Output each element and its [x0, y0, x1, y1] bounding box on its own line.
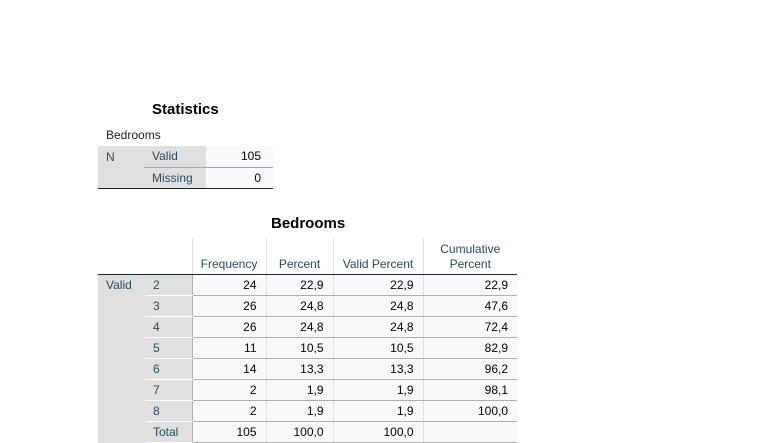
statistics-row-missing: Missing 0	[98, 167, 273, 189]
header-frequency: Frequency	[191, 238, 266, 275]
category-cell: 2	[145, 274, 192, 296]
category-cell-total: Total	[145, 421, 192, 443]
table-row: 8 2 1,9 1,9 100,0	[98, 400, 517, 422]
frequency-cell: 26	[191, 316, 266, 338]
category-cell: 8	[145, 400, 192, 422]
valid-percent-cell: 22,9	[332, 274, 423, 296]
valid-percent-cell: 24,8	[332, 316, 423, 338]
cumulative-percent-cell: 98,1	[422, 379, 517, 401]
frequency-cell: 26	[191, 295, 266, 317]
header-blank-category	[145, 238, 192, 275]
frequency-table-title: Bedrooms	[271, 215, 346, 232]
frequency-cell: 2	[191, 400, 266, 422]
group-label-spacer	[98, 337, 145, 359]
header-valid-percent: Valid Percent	[332, 238, 423, 275]
frequency-cell: 105	[191, 421, 266, 443]
frequency-table: Frequency Percent Valid Percent Cumulati…	[98, 238, 517, 443]
valid-percent-cell: 1,9	[332, 379, 423, 401]
valid-percent-cell: 24,8	[332, 295, 423, 317]
category-cell: 3	[145, 295, 192, 317]
header-cumulative-line1: Cumulative	[440, 242, 501, 256]
statistics-table: N Valid 105 Missing 0	[98, 146, 273, 189]
frequency-cell: 11	[191, 337, 266, 359]
cumulative-percent-cell: 82,9	[422, 337, 517, 359]
valid-percent-cell: 100,0	[332, 421, 423, 443]
cumulative-percent-cell: 22,9	[422, 274, 517, 296]
percent-cell: 1,9	[265, 379, 333, 401]
group-label-spacer	[98, 316, 145, 338]
cumulative-percent-cell: 100,0	[422, 400, 517, 422]
header-percent: Percent	[265, 238, 333, 275]
frequency-cell: 2	[191, 379, 266, 401]
category-cell: 5	[145, 337, 192, 359]
group-label-spacer	[98, 421, 145, 443]
cumulative-percent-cell: 47,6	[422, 295, 517, 317]
statistics-variable-label: Bedrooms	[106, 128, 161, 142]
frequency-cell: 14	[191, 358, 266, 380]
cumulative-percent-cell	[422, 421, 517, 443]
header-cumulative-percent: Cumulative Percent	[422, 238, 517, 275]
statistics-row-valid: N Valid 105	[98, 146, 273, 168]
missing-value: 0	[206, 167, 273, 189]
frequency-header-row: Frequency Percent Valid Percent Cumulati…	[98, 238, 517, 275]
percent-cell: 13,3	[265, 358, 333, 380]
table-row-total: Total 105 100,0 100,0	[98, 421, 517, 443]
table-row: 4 26 24,8 24,8 72,4	[98, 316, 517, 338]
cumulative-percent-cell: 96,2	[422, 358, 517, 380]
cumulative-percent-cell: 72,4	[422, 316, 517, 338]
n-label-spacer	[98, 167, 144, 189]
category-cell: 6	[145, 358, 192, 380]
missing-label: Missing	[144, 167, 206, 189]
percent-cell: 100,0	[265, 421, 333, 443]
group-label-valid: Valid	[98, 274, 145, 296]
percent-cell: 1,9	[265, 400, 333, 422]
table-row: 3 26 24,8 24,8 47,6	[98, 295, 517, 317]
table-row: 7 2 1,9 1,9 98,1	[98, 379, 517, 401]
header-blank-group	[98, 238, 145, 275]
table-row: 6 14 13,3 13,3 96,2	[98, 358, 517, 380]
table-row: Valid 2 24 22,9 22,9 22,9	[98, 274, 517, 296]
group-label-spacer	[98, 295, 145, 317]
group-label-spacer	[98, 379, 145, 401]
percent-cell: 22,9	[265, 274, 333, 296]
header-cumulative-line2: Percent	[449, 257, 491, 271]
valid-value: 105	[206, 146, 273, 168]
frequency-cell: 24	[191, 274, 266, 296]
group-label-spacer	[98, 400, 145, 422]
table-row: 5 11 10,5 10,5 82,9	[98, 337, 517, 359]
category-cell: 7	[145, 379, 192, 401]
category-cell: 4	[145, 316, 192, 338]
valid-percent-cell: 1,9	[332, 400, 423, 422]
valid-percent-cell: 10,5	[332, 337, 423, 359]
valid-label: Valid	[144, 146, 206, 168]
statistics-title: Statistics	[152, 101, 219, 118]
n-label: N	[98, 146, 144, 167]
group-label-spacer	[98, 358, 145, 380]
valid-percent-cell: 13,3	[332, 358, 423, 380]
percent-cell: 10,5	[265, 337, 333, 359]
percent-cell: 24,8	[265, 316, 333, 338]
percent-cell: 24,8	[265, 295, 333, 317]
